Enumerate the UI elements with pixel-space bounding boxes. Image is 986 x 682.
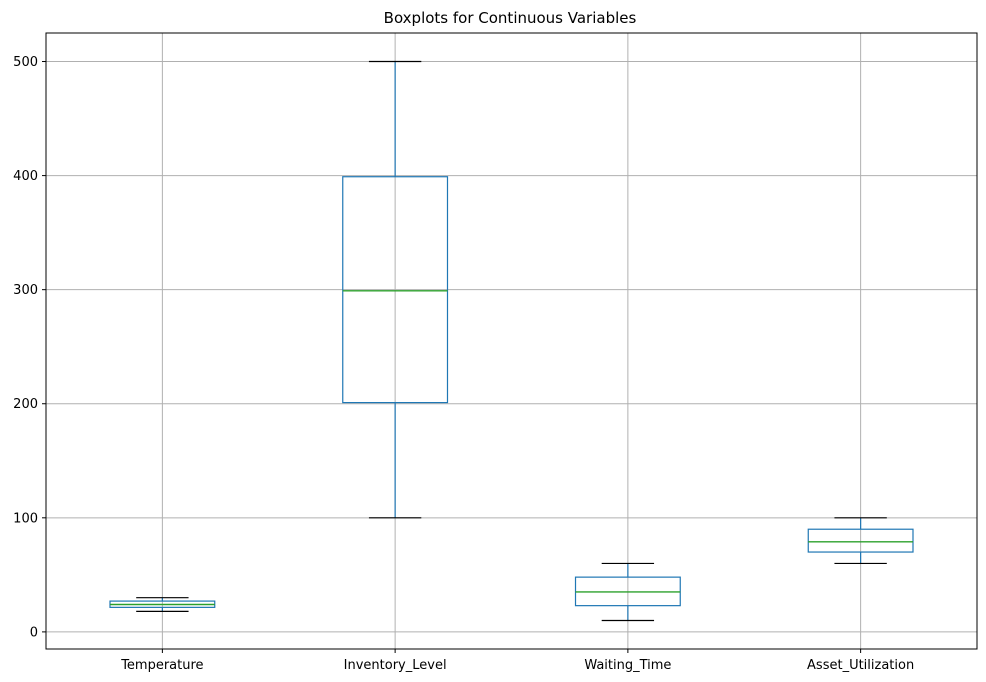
box-inventory-level xyxy=(342,60,449,519)
y-tick-label: 500 xyxy=(13,55,38,70)
box-layer xyxy=(109,60,914,622)
x-tick-label: Asset_Utilization xyxy=(807,658,914,673)
box-temperature xyxy=(109,597,216,612)
y-tick-label: 400 xyxy=(13,169,38,184)
x-tick-label: Temperature xyxy=(120,658,203,673)
axis-layer: 0 100 200 300 400 500 Temperature Inventory_Lev… xyxy=(13,55,914,673)
box-asset-utilization xyxy=(807,517,914,565)
iqr-box xyxy=(807,528,914,553)
chart-title: Boxplots for Continuous Variables xyxy=(384,9,637,27)
x-tick-label: Waiting_Time xyxy=(584,658,671,673)
grid-layer xyxy=(46,33,977,649)
iqr-box xyxy=(342,176,449,404)
y-tick-label: 200 xyxy=(13,397,38,412)
x-tick-label: Inventory_Level xyxy=(344,658,447,673)
y-tick-label: 300 xyxy=(13,283,38,298)
plot-frame xyxy=(45,32,978,650)
box-waiting-time xyxy=(574,562,681,622)
y-tick-label: 0 xyxy=(30,625,38,640)
y-tick-label: 100 xyxy=(13,511,38,526)
